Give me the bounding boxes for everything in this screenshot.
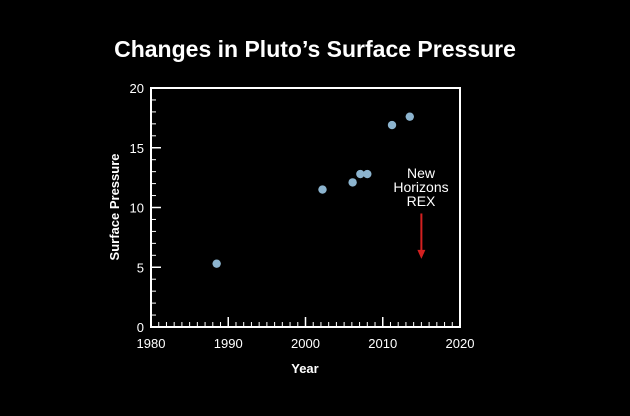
annotation-line-2: Horizons [393, 179, 448, 195]
major-ticks [150, 87, 461, 328]
data-point [356, 169, 365, 179]
x-tick-labels: 1980 1990 2000 2010 2020 [137, 336, 475, 351]
x-axis-label: Year [291, 361, 318, 376]
x-tick-label: 2000 [291, 336, 320, 351]
annotation-line-1: New [407, 165, 436, 181]
new-horizons-annotation: New Horizons REX [393, 165, 449, 259]
chart-title: Changes in Pluto’s Surface Pressure [114, 36, 516, 62]
y-tick-label: 10 [130, 201, 144, 216]
y-axis-label: Surface Pressure [107, 154, 122, 261]
x-tick-label: 1990 [214, 336, 243, 351]
data-point [348, 178, 357, 187]
data-point [318, 185, 327, 194]
data-point [363, 169, 372, 179]
minor-ticks [150, 87, 461, 328]
annotation-line-3: REX [407, 193, 436, 209]
x-tick-label: 2020 [446, 336, 475, 351]
x-tick-label: 2010 [368, 336, 397, 351]
data-point [387, 120, 397, 130]
y-tick-label: 0 [137, 320, 144, 335]
x-tick-label: 1980 [137, 336, 166, 351]
data-point [405, 112, 414, 121]
y-tick-label: 15 [130, 141, 144, 156]
data-points [212, 112, 414, 268]
annotation-arrow-head [417, 249, 426, 259]
y-tick-label: 20 [130, 81, 144, 96]
y-tick-labels: 0 5 10 15 20 [130, 81, 144, 335]
data-point [212, 259, 221, 268]
y-tick-label: 5 [137, 260, 144, 275]
